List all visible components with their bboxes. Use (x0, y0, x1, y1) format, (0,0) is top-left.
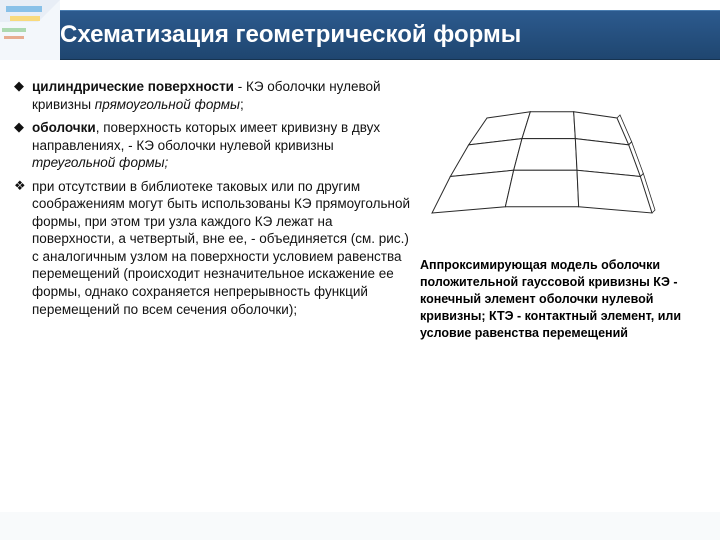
bullet-text: оболочки, поверхность которых имеет крив… (32, 119, 412, 172)
title-bar: Схематизация геометрической формы (0, 10, 720, 60)
corner-decoration (0, 0, 60, 60)
diamond-outline-icon: ❖ (14, 178, 32, 195)
bullet-list: ◆цилиндрические поверхности - КЭ оболочк… (14, 78, 412, 318)
footer-band (0, 512, 720, 540)
bullet-item: ◆цилиндрические поверхности - КЭ оболочк… (14, 78, 412, 113)
slide: Схематизация геометрической формы ◆цилин… (0, 0, 720, 540)
diagram-caption: Аппроксимирующая модель оболочки положит… (420, 257, 702, 341)
right-column: Аппроксимирующая модель оболочки положит… (420, 70, 720, 540)
bullet-text: цилиндрические поверхности - КЭ оболочки… (32, 78, 412, 113)
slide-title: Схематизация геометрической формы (60, 21, 521, 49)
shell-mesh-diagram (420, 78, 675, 238)
bullet-item: ◆оболочки, поверхность которых имеет кри… (14, 119, 412, 172)
bullet-item: ❖при отсутствии в библиотеке таковых или… (14, 178, 412, 318)
diamond-filled-icon: ◆ (14, 78, 32, 95)
diamond-filled-icon: ◆ (14, 119, 32, 136)
content-area: ◆цилиндрические поверхности - КЭ оболочк… (0, 70, 720, 540)
bullet-text: при отсутствии в библиотеке таковых или … (32, 178, 412, 318)
left-column: ◆цилиндрические поверхности - КЭ оболочк… (0, 70, 420, 540)
